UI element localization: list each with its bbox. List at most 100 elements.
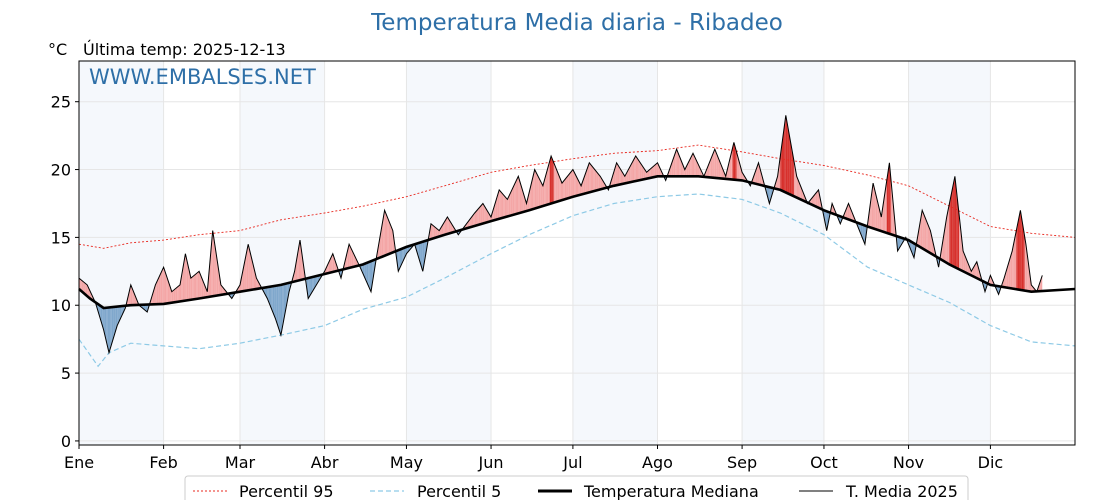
fill-above-median xyxy=(570,171,572,198)
legend-label-median: Temperatura Mediana xyxy=(583,482,759,500)
fill-above-median xyxy=(128,290,130,306)
fill-below-median xyxy=(145,304,148,313)
fill-above-median xyxy=(676,149,678,177)
fill-above-median xyxy=(736,152,738,181)
fill-above-median xyxy=(597,172,599,191)
fill-above-median xyxy=(586,166,588,194)
fill-above-median xyxy=(814,193,816,207)
legend-box xyxy=(184,475,969,504)
fill-above-median xyxy=(325,265,328,274)
fill-above-median xyxy=(596,171,598,191)
fill-below-median xyxy=(102,307,104,330)
x-tick-label: Jun xyxy=(478,453,504,472)
fill-below-median xyxy=(372,260,374,284)
fill-above-median xyxy=(471,214,474,227)
fill-above-median xyxy=(796,176,799,199)
fill-below-median xyxy=(308,277,310,299)
fill-above-median xyxy=(673,153,676,177)
fill-above-median xyxy=(722,169,725,179)
fill-above-median xyxy=(587,162,590,193)
fill-above-median xyxy=(514,182,516,215)
fill-above-median xyxy=(874,188,876,230)
fill-above-median xyxy=(692,153,695,177)
fill-above-median xyxy=(169,283,171,304)
fill-above-median xyxy=(1014,230,1017,290)
fill-above-median xyxy=(878,205,880,231)
fill-above-median xyxy=(578,180,580,196)
fill-below-median xyxy=(863,225,865,245)
fill-below-median xyxy=(399,249,401,269)
fill-above-median xyxy=(201,278,204,299)
fill-above-median xyxy=(593,167,595,192)
fill-above-median xyxy=(1020,210,1022,291)
fill-below-median xyxy=(115,306,118,331)
fill-above-median xyxy=(961,238,964,272)
fill-above-median xyxy=(1012,244,1014,289)
fill-above-median xyxy=(1024,235,1026,291)
fill-above-median xyxy=(620,169,623,185)
fill-above-median xyxy=(435,227,437,238)
fill-above-median xyxy=(568,172,571,198)
fill-above-median xyxy=(927,223,930,253)
fill-below-median xyxy=(283,283,286,321)
fill-above-median xyxy=(918,226,920,247)
fill-above-median xyxy=(353,252,355,267)
fill-above-median xyxy=(214,239,216,296)
fill-below-median xyxy=(122,305,125,314)
fill-above-median xyxy=(448,219,451,234)
fill-above-median xyxy=(485,207,487,223)
fill-above-median xyxy=(785,115,788,194)
fill-above-median xyxy=(716,152,718,179)
fill-above-median xyxy=(714,149,717,178)
fill-below-median xyxy=(368,261,370,289)
fill-below-median xyxy=(361,264,363,274)
fill-above-median xyxy=(617,165,620,185)
fill-below-median xyxy=(104,307,107,342)
series-line-p95 xyxy=(78,144,1076,249)
chart-title: Temperatura Media diaria - Ribadeo xyxy=(370,10,783,36)
fill-below-median xyxy=(909,240,912,251)
x-tick-label: Dic xyxy=(978,453,1004,472)
fill-above-median xyxy=(594,169,597,191)
fill-above-median xyxy=(637,158,639,181)
fill-above-median xyxy=(388,220,391,255)
fill-above-median xyxy=(508,193,511,217)
fill-above-median xyxy=(164,271,167,304)
fill-above-median xyxy=(478,206,481,225)
fill-above-median xyxy=(350,247,352,268)
fill-below-median xyxy=(106,307,108,347)
fill-above-median xyxy=(332,253,335,272)
fill-above-median xyxy=(501,193,504,219)
fill-below-median xyxy=(107,307,110,353)
fill-above-median xyxy=(525,198,527,212)
fill-above-median xyxy=(1008,260,1010,289)
fill-above-median xyxy=(212,230,215,297)
fill-above-median xyxy=(963,250,965,272)
fill-above-median xyxy=(511,187,513,216)
fill-above-median xyxy=(615,162,617,186)
fill-above-median xyxy=(545,170,547,206)
fill-above-median xyxy=(391,227,393,253)
fill-below-median xyxy=(113,306,115,340)
fill-above-median xyxy=(331,253,333,273)
fill-below-median xyxy=(309,277,311,297)
fill-above-median xyxy=(815,191,818,208)
fill-above-median xyxy=(1028,264,1030,292)
month-band-sep xyxy=(742,61,824,445)
x-tick-label: Jul xyxy=(562,453,582,472)
fill-below-median xyxy=(268,286,271,306)
fill-above-median xyxy=(496,194,498,220)
series-line-median xyxy=(78,175,1076,310)
fill-above-median xyxy=(560,179,562,201)
fill-above-median xyxy=(190,276,193,300)
fill-above-median xyxy=(892,192,894,236)
fill-above-median xyxy=(654,163,657,177)
fill-above-median xyxy=(788,130,790,195)
fill-above-median xyxy=(541,183,543,207)
fill-above-median xyxy=(387,217,389,255)
fill-above-median xyxy=(444,219,447,235)
fill-above-median xyxy=(952,183,954,267)
last-temp-label: Última temp: 2025-12-13 xyxy=(83,40,286,59)
fill-above-median xyxy=(551,155,553,204)
fill-above-median xyxy=(384,210,386,256)
